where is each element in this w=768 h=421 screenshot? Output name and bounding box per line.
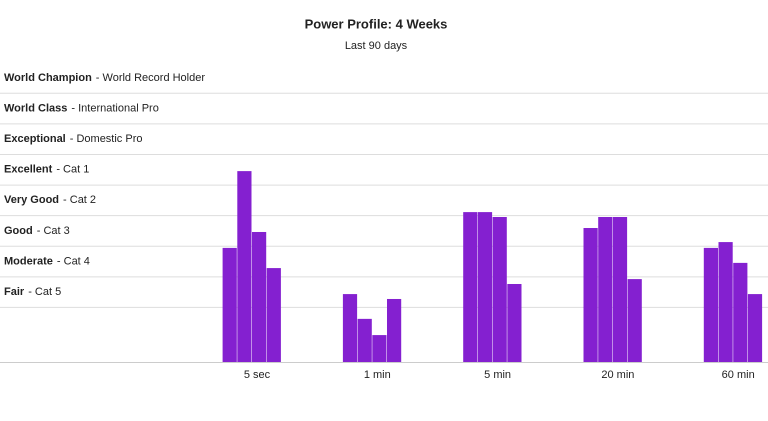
- level-name: World Class: [4, 102, 67, 114]
- bar: [492, 216, 507, 362]
- level-name: Very Good: [4, 194, 59, 206]
- level-detail: - Cat 5: [28, 286, 61, 298]
- y-tick-label: World Champion - World Record Holder: [4, 72, 205, 84]
- level-detail: - Cat 4: [57, 255, 90, 267]
- y-tick-label: World Class - International Pro: [4, 102, 159, 114]
- level-detail: - World Record Holder: [96, 72, 206, 84]
- level-name: Moderate: [4, 255, 53, 267]
- level-detail: - International Pro: [71, 102, 158, 114]
- bar: [583, 228, 598, 362]
- bar: [718, 242, 733, 362]
- bar: [507, 283, 522, 362]
- bar: [477, 212, 493, 362]
- bar: [342, 294, 358, 362]
- bar: [237, 171, 252, 362]
- bar: [252, 231, 267, 362]
- y-tick-label: Good - Cat 3: [4, 225, 70, 237]
- bar: [612, 216, 628, 362]
- x-tick-label: 1 min: [364, 369, 391, 381]
- bar: [357, 318, 372, 362]
- bar: [387, 298, 402, 362]
- level-name: Excellent: [4, 163, 53, 175]
- bar: [627, 279, 642, 362]
- level-detail: - Cat 1: [56, 163, 89, 175]
- x-tick-label: 60 min: [722, 369, 755, 381]
- level-name: Exceptional: [4, 133, 66, 145]
- x-tick-label: 20 min: [601, 369, 634, 381]
- level-detail: - Cat 2: [63, 194, 96, 206]
- y-tick-label: Moderate - Cat 4: [4, 255, 90, 267]
- y-tick-label: Excellent - Cat 1: [4, 163, 89, 175]
- level-detail: - Domestic Pro: [70, 133, 143, 145]
- level-detail: - Cat 3: [37, 225, 70, 237]
- bar: [372, 335, 387, 362]
- chart-subtitle: Last 90 days: [345, 40, 408, 52]
- bar: [747, 294, 763, 362]
- x-tick-label: 5 sec: [244, 369, 271, 381]
- level-name: Good: [4, 225, 33, 237]
- y-tick-label: Very Good - Cat 2: [4, 194, 96, 206]
- level-name: Fair: [4, 286, 25, 298]
- chart-title: Power Profile: 4 Weeks: [305, 16, 448, 31]
- bar: [703, 247, 718, 362]
- bar: [463, 212, 478, 362]
- level-name: World Champion: [4, 72, 92, 84]
- y-tick-label: Exceptional - Domestic Pro: [4, 133, 143, 145]
- bar: [598, 216, 613, 362]
- x-tick-label: 5 min: [484, 369, 511, 381]
- bar: [222, 247, 237, 362]
- bar: [733, 262, 748, 362]
- y-tick-label: Fair - Cat 5: [4, 286, 61, 298]
- bar: [266, 268, 281, 362]
